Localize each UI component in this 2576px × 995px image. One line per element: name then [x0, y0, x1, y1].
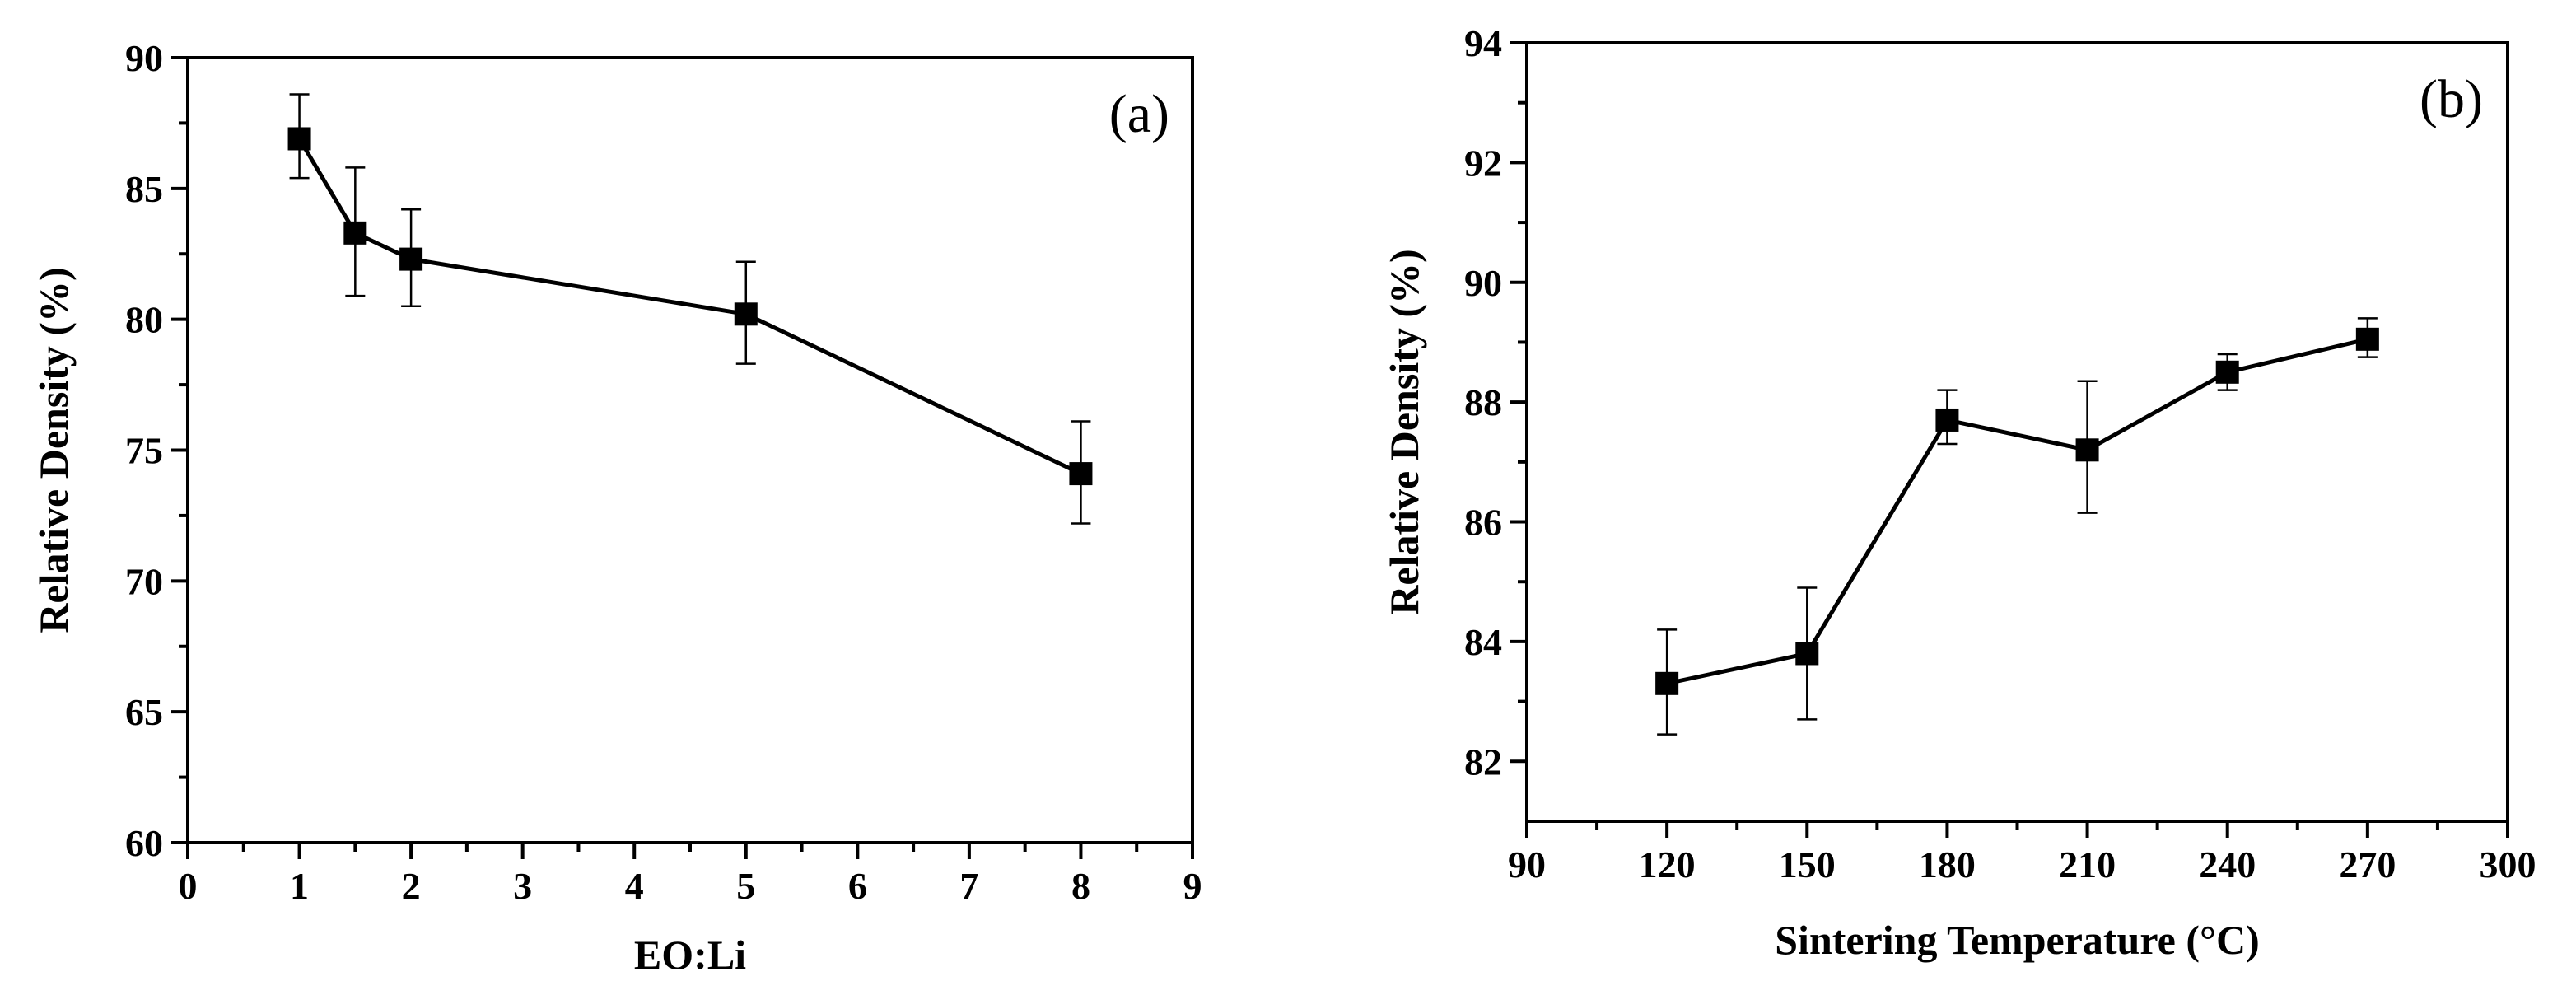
- y-tick-label: 92: [1464, 142, 1502, 184]
- data-point: [343, 221, 367, 245]
- x-tick-label: 150: [1779, 843, 1836, 885]
- x-tick-label: 8: [1071, 865, 1090, 907]
- data-point: [1655, 671, 1679, 695]
- y-tick-label: 75: [125, 430, 163, 472]
- x-tick-label: 9: [1183, 865, 1202, 907]
- y-axis-title: Relative Density (%): [1381, 249, 1427, 614]
- data-point: [734, 302, 758, 326]
- x-tick-label: 300: [2480, 843, 2536, 885]
- x-tick-label: 180: [1919, 843, 1976, 885]
- y-tick-label: 85: [125, 168, 163, 210]
- data-point: [287, 127, 311, 151]
- data-point: [1069, 462, 1093, 486]
- x-tick-label: 5: [736, 865, 755, 907]
- data-point: [399, 247, 423, 271]
- x-tick-label: 210: [2059, 843, 2116, 885]
- y-tick-label: 84: [1464, 621, 1502, 663]
- x-tick-label: 4: [625, 865, 644, 907]
- y-axis-title: Relative Density (%): [30, 267, 77, 633]
- x-axis-title: EO:Li: [634, 932, 746, 978]
- x-tick-label: 0: [179, 865, 198, 907]
- y-tick-label: 70: [125, 560, 163, 602]
- chart-b: 90 120 150 180 210 240 270 300 82 84 86 88 90 92 94 Sin…: [1381, 22, 2536, 963]
- series-line: [1666, 337, 2368, 686]
- data-point: [1935, 408, 1959, 432]
- y-tick-label: 90: [1464, 262, 1502, 304]
- y-tick-label: 90: [125, 37, 163, 79]
- x-tick-label: 6: [848, 865, 867, 907]
- y-tick-label: 60: [125, 822, 163, 864]
- y-tick-label: 94: [1464, 22, 1502, 64]
- plot-frame: [1525, 41, 2509, 823]
- x-tick-label: 270: [2339, 843, 2396, 885]
- y-tick-label: 65: [125, 691, 163, 733]
- x-axis-title: Sintering Temperature (°C): [1775, 917, 2259, 963]
- data-point: [2215, 360, 2239, 384]
- panel-label: (a): [1109, 84, 1169, 144]
- y-tick-label: 82: [1464, 740, 1502, 782]
- x-tick-label: 1: [290, 865, 309, 907]
- x-tick-label: 3: [513, 865, 532, 907]
- x-tick-label: 7: [959, 865, 978, 907]
- y-tick-label: 88: [1464, 381, 1502, 423]
- data-point: [2075, 438, 2099, 462]
- y-tick-label: 86: [1464, 502, 1502, 544]
- x-tick-label: 2: [402, 865, 421, 907]
- x-tick-label: 90: [1508, 843, 1546, 885]
- y-tick-label: 80: [125, 299, 163, 341]
- panel-label: (b): [2420, 69, 2483, 129]
- x-tick-label: 120: [1639, 843, 1696, 885]
- data-point: [1795, 642, 1819, 666]
- x-tick-label: 240: [2199, 843, 2256, 885]
- chart-a: 0 1 2 3 4 5 6 7 8 9 60 65 70 75 80 85 90 EO:Li Relative De…: [30, 37, 1202, 978]
- data-point: [2355, 327, 2379, 351]
- plot-frame: [186, 56, 1194, 844]
